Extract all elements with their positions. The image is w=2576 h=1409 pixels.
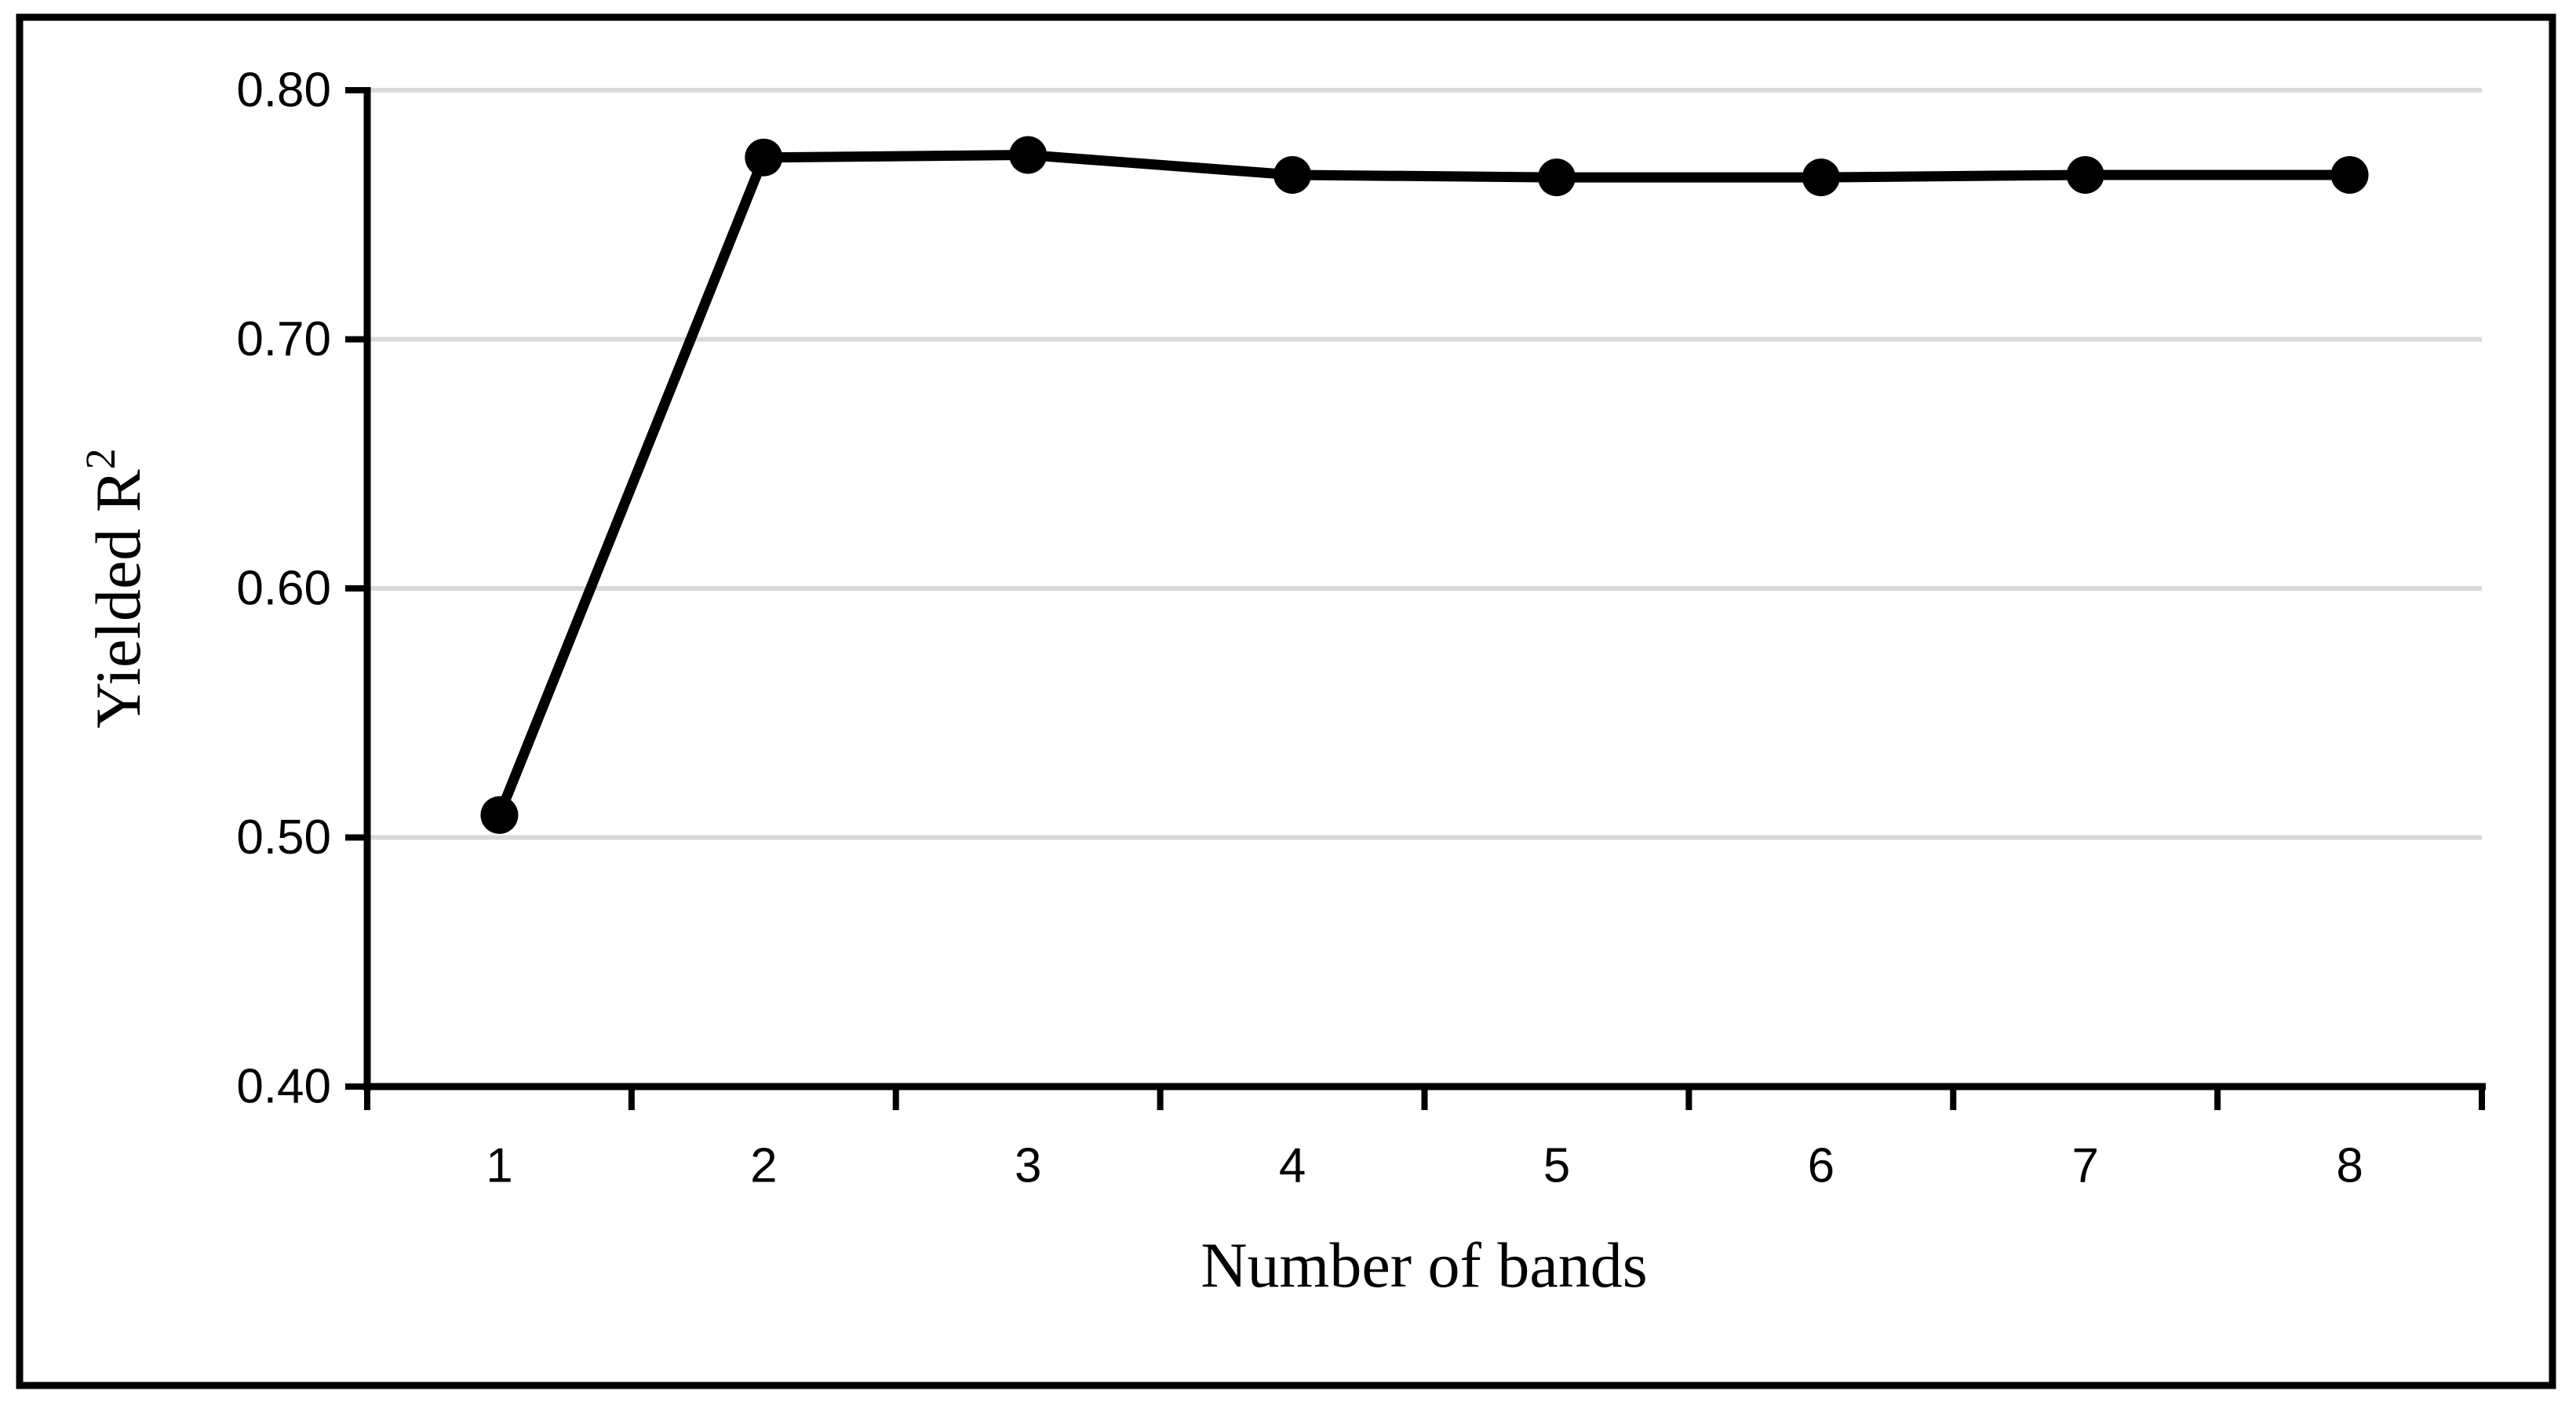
x-tick-label: 4 [1279, 1139, 1306, 1193]
data-point [1273, 155, 1312, 194]
x-tick-label: 2 [750, 1139, 777, 1193]
x-tick-label: 6 [1808, 1139, 1835, 1193]
x-tick-labels: 1 2 3 4 5 6 7 8 [486, 1139, 2363, 1193]
gridlines [367, 88, 2482, 840]
y-axis-title-sup: 2 [77, 448, 124, 469]
x-tick-label: 7 [2071, 1139, 2098, 1193]
y-axis-title: Yielded R2 [77, 448, 154, 728]
figure-border [16, 13, 2556, 1389]
data-point [1537, 158, 1576, 197]
data-point [1009, 136, 1048, 174]
x-tick-label: 5 [1543, 1139, 1570, 1193]
data-point [2066, 155, 2104, 194]
x-tick-label: 3 [1015, 1139, 1041, 1193]
data-points [480, 136, 2369, 834]
y-axis [345, 87, 371, 1090]
y-tick-label: 0.40 [236, 1060, 331, 1114]
x-axis-title: Number of bands [1201, 1229, 1647, 1301]
x-tick-label: 8 [2336, 1139, 2363, 1193]
data-point [745, 138, 783, 177]
y-tick-labels: 0.40 0.50 0.60 0.70 0.80 [236, 64, 331, 1114]
x-axis [363, 1083, 2486, 1110]
data-point [1802, 158, 1840, 197]
x-tick-label: 1 [486, 1139, 512, 1193]
y-axis-title-base: Yielded R [82, 469, 154, 729]
data-point [2330, 155, 2369, 194]
y-tick-label: 0.60 [236, 562, 331, 616]
series-line [494, 150, 2356, 821]
y-tick-label: 0.70 [236, 312, 331, 366]
data-point [480, 796, 519, 834]
y-tick-label: 0.80 [236, 64, 331, 118]
y-tick-label: 0.50 [236, 810, 331, 865]
